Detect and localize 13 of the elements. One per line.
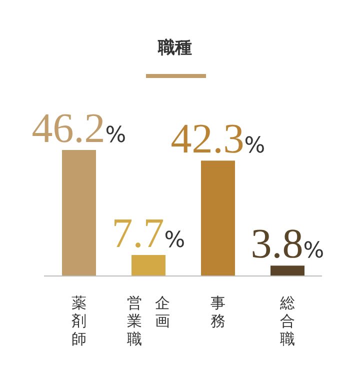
data-label: 3.8% [250,222,324,268]
x-tick-label: 事務 [210,294,226,330]
bar [270,266,304,276]
bar [62,150,96,276]
x-tick-label: 企画営業職 [126,294,170,348]
data-label: 42.3% [170,116,266,163]
bar [132,255,166,276]
data-label: 7.7% [112,211,186,257]
chart-title: 職種 [156,37,193,59]
x-tick-label: 薬剤師 [71,294,86,348]
bar [201,160,235,276]
data-label: 46.2% [32,106,126,152]
x-tick-label: 総合職 [278,294,295,348]
